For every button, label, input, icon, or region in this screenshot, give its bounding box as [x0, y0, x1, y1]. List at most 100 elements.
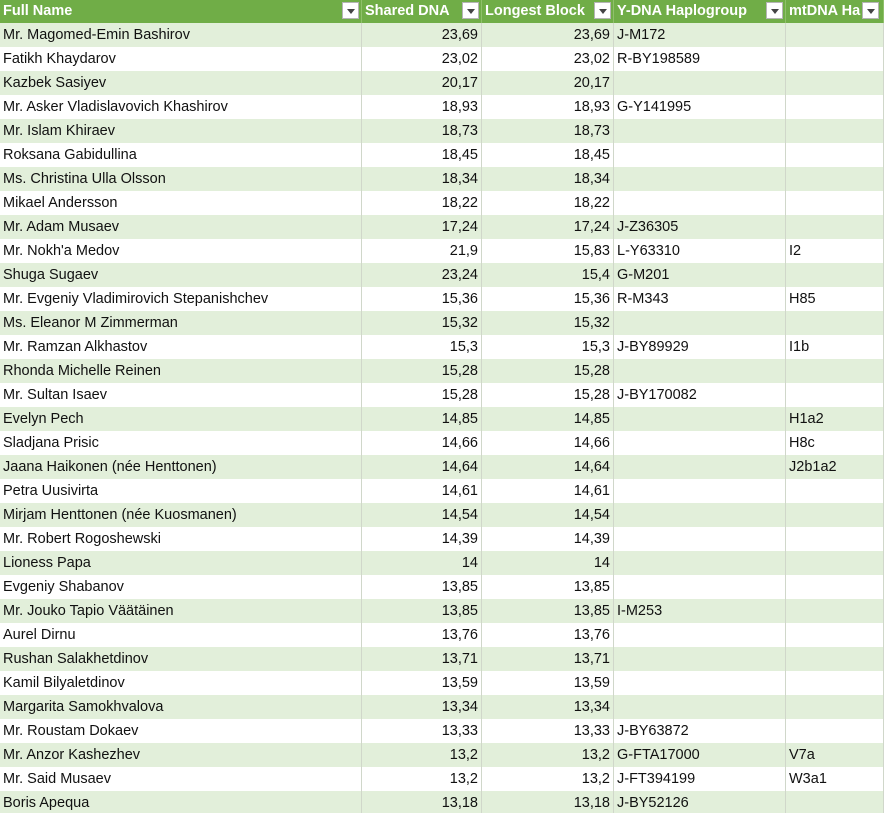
table-cell: 18,22	[482, 191, 614, 215]
table-row: Rushan Salakhetdinov 13,71 13,71	[0, 647, 884, 671]
table-cell: 13,2	[362, 743, 482, 767]
filter-button[interactable]	[342, 2, 359, 19]
table-cell: 14	[362, 551, 482, 575]
table-cell: J2b1a2	[786, 455, 884, 479]
table-cell: 13,34	[482, 695, 614, 719]
table-cell	[614, 191, 786, 215]
column-header[interactable]: Longest Block	[482, 0, 614, 23]
table-cell: 14,39	[482, 527, 614, 551]
filter-button[interactable]	[766, 2, 783, 19]
table-cell: 13,85	[482, 575, 614, 599]
table-cell	[614, 479, 786, 503]
table-row: Fatikh Khaydarov 23,02 23,02 R-BY198589	[0, 47, 884, 71]
table-cell: W3a1	[786, 767, 884, 791]
table-cell: I1b	[786, 335, 884, 359]
table-cell: 13,34	[362, 695, 482, 719]
column-header[interactable]: Full Name	[0, 0, 362, 23]
table-cell: H1a2	[786, 407, 884, 431]
table-cell	[786, 311, 884, 335]
table-cell: Petra Uusivirta	[0, 479, 362, 503]
table-cell: Rhonda Michelle Reinen	[0, 359, 362, 383]
column-header[interactable]: Shared DNA	[362, 0, 482, 23]
table-cell	[786, 719, 884, 743]
table-cell: 18,73	[362, 119, 482, 143]
table-cell: 13,2	[362, 767, 482, 791]
table-cell: Mikael Andersson	[0, 191, 362, 215]
table-cell	[786, 119, 884, 143]
table-cell	[786, 551, 884, 575]
table-cell: Rushan Salakhetdinov	[0, 647, 362, 671]
table-cell: Mr. Roustam Dokaev	[0, 719, 362, 743]
table-cell	[614, 575, 786, 599]
table-cell: Mr. Magomed-Emin Bashirov	[0, 23, 362, 47]
table-cell: J-BY170082	[614, 383, 786, 407]
table-cell	[786, 23, 884, 47]
table-row: Roksana Gabidullina 18,45 18,45	[0, 143, 884, 167]
table-cell: 14,54	[362, 503, 482, 527]
table-cell	[786, 71, 884, 95]
header-row: Full Name Shared DNA Longest Block Y-DNA Ha…	[0, 0, 884, 23]
table-cell: 18,45	[362, 143, 482, 167]
table-cell: L-Y63310	[614, 239, 786, 263]
table-cell: J-BY89929	[614, 335, 786, 359]
table-cell: 18,45	[482, 143, 614, 167]
table-row: Aurel Dirnu 13,76 13,76	[0, 623, 884, 647]
table-cell: Mr. Adam Musaev	[0, 215, 362, 239]
table-cell: 14,85	[482, 407, 614, 431]
table-row: Mr. Jouko Tapio Väätäinen 13,85 13,85 I-M25…	[0, 599, 884, 623]
table-cell: 23,69	[482, 23, 614, 47]
table-cell: Mr. Said Musaev	[0, 767, 362, 791]
filter-button[interactable]	[594, 2, 611, 19]
table-cell: Evelyn Pech	[0, 407, 362, 431]
table-cell: 13,76	[482, 623, 614, 647]
table-cell	[614, 551, 786, 575]
table-cell: 23,02	[362, 47, 482, 71]
table-row: Sladjana Prisic 14,66 14,66 H8c	[0, 431, 884, 455]
table-cell	[614, 167, 786, 191]
table-cell: 13,2	[482, 767, 614, 791]
column-header[interactable]: Y-DNA Haplogroup	[614, 0, 786, 23]
table-cell: 15,32	[362, 311, 482, 335]
filter-button[interactable]	[462, 2, 479, 19]
table-cell	[614, 647, 786, 671]
table-cell: 15,36	[362, 287, 482, 311]
table-cell: Kamil Bilyaletdinov	[0, 671, 362, 695]
table-cell	[614, 359, 786, 383]
table-cell: 20,17	[482, 71, 614, 95]
table-cell	[614, 503, 786, 527]
table-cell: G-M201	[614, 263, 786, 287]
table-cell	[786, 503, 884, 527]
table-cell: Sladjana Prisic	[0, 431, 362, 455]
table-cell: 15,3	[482, 335, 614, 359]
table-cell: 13,18	[362, 791, 482, 813]
table-cell: 14,39	[362, 527, 482, 551]
table-cell: 14	[482, 551, 614, 575]
table-cell: 13,71	[362, 647, 482, 671]
table-cell: 13,2	[482, 743, 614, 767]
table-row: Mr. Said Musaev 13,2 13,2 J-FT394199 W3a1	[0, 767, 884, 791]
table-cell: 15,28	[482, 359, 614, 383]
table-cell: Shuga Sugaev	[0, 263, 362, 287]
table-row: Shuga Sugaev 23,24 15,4 G-M201	[0, 263, 884, 287]
table-cell: 14,61	[362, 479, 482, 503]
table-cell: Roksana Gabidullina	[0, 143, 362, 167]
table-cell	[786, 215, 884, 239]
table-cell	[786, 623, 884, 647]
table-row: Mr. Robert Rogoshewski 14,39 14,39	[0, 527, 884, 551]
table-cell: Ms. Christina Ulla Olsson	[0, 167, 362, 191]
table-cell	[786, 143, 884, 167]
table-cell: 14,54	[482, 503, 614, 527]
filter-button[interactable]	[862, 2, 879, 19]
table-row: Kamil Bilyaletdinov 13,59 13,59	[0, 671, 884, 695]
table-row: Mr. Islam Khiraev 18,73 18,73	[0, 119, 884, 143]
table-cell: 21,9	[362, 239, 482, 263]
table-row: Mr. Asker Vladislavovich Khashirov 18,93 1…	[0, 95, 884, 119]
table-cell: 15,32	[482, 311, 614, 335]
table-cell: Mr. Jouko Tapio Väätäinen	[0, 599, 362, 623]
table-cell: J-Z36305	[614, 215, 786, 239]
table-cell: 15,28	[362, 383, 482, 407]
table-cell	[786, 359, 884, 383]
table-row: Boris Apequa 13,18 13,18 J-BY52126	[0, 791, 884, 813]
